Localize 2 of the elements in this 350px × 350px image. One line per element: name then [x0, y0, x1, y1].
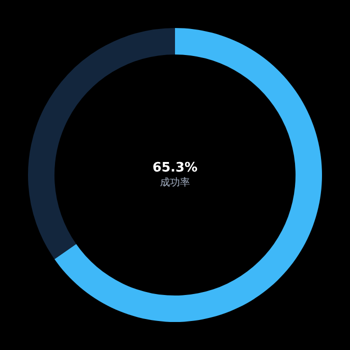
data-label: 65.3%: [152, 160, 198, 176]
slice-label: 成功率: [160, 176, 190, 189]
